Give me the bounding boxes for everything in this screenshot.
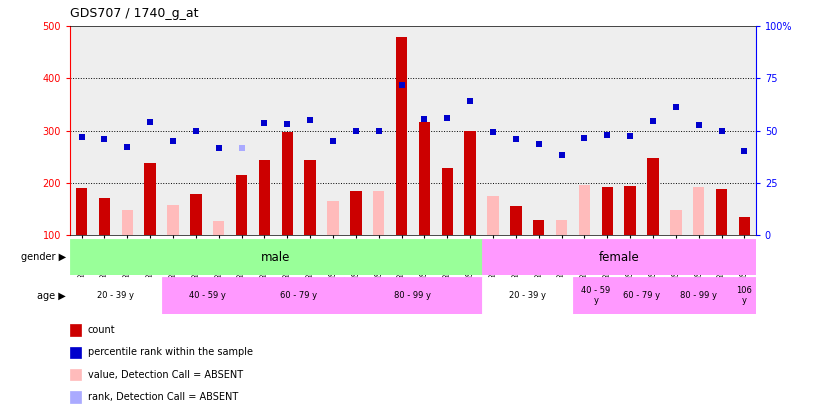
Bar — [190, 194, 202, 235]
Bar — [556, 220, 567, 235]
Text: 80 - 99 y: 80 - 99 y — [680, 291, 717, 300]
Text: count: count — [88, 325, 115, 335]
Bar — [282, 132, 293, 235]
Text: 80 - 99 y: 80 - 99 y — [395, 291, 431, 300]
Bar — [259, 160, 270, 235]
Text: GDS707 / 1740_g_at: GDS707 / 1740_g_at — [70, 7, 199, 20]
Bar — [624, 186, 636, 235]
Text: rank, Detection Call = ABSENT: rank, Detection Call = ABSENT — [88, 392, 238, 402]
Bar — [738, 217, 750, 235]
Bar — [305, 160, 316, 235]
Bar — [487, 196, 499, 235]
Text: 40 - 59 y: 40 - 59 y — [189, 291, 225, 300]
Bar — [579, 185, 590, 235]
Bar — [350, 191, 362, 235]
Bar — [733, 277, 756, 314]
Bar — [168, 205, 178, 235]
Bar — [510, 206, 521, 235]
Bar — [396, 37, 407, 235]
Bar — [213, 221, 225, 235]
Text: 60 - 79 y: 60 - 79 y — [623, 291, 660, 300]
Bar — [253, 277, 344, 314]
Bar — [619, 277, 664, 314]
Bar — [70, 239, 482, 275]
Bar — [482, 277, 573, 314]
Bar — [419, 122, 430, 235]
Bar — [121, 210, 133, 235]
Bar — [573, 277, 619, 314]
Bar — [716, 189, 727, 235]
Bar — [373, 191, 384, 235]
Bar — [70, 277, 162, 314]
Bar — [99, 198, 110, 235]
Bar — [442, 168, 453, 235]
Bar — [327, 201, 339, 235]
Bar — [482, 239, 756, 275]
Text: value, Detection Call = ABSENT: value, Detection Call = ABSENT — [88, 370, 243, 379]
Bar — [670, 210, 681, 235]
Bar — [664, 277, 733, 314]
Text: 40 - 59
y: 40 - 59 y — [582, 286, 610, 305]
Text: male: male — [261, 251, 291, 264]
Text: percentile rank within the sample: percentile rank within the sample — [88, 347, 253, 357]
Bar — [693, 187, 705, 235]
Bar — [76, 188, 88, 235]
Bar — [145, 163, 156, 235]
Bar — [236, 175, 247, 235]
Text: female: female — [598, 251, 639, 264]
Text: 60 - 79 y: 60 - 79 y — [280, 291, 317, 300]
Text: gender ▶: gender ▶ — [21, 252, 66, 262]
Text: 20 - 39 y: 20 - 39 y — [97, 291, 135, 300]
Text: 106
y: 106 y — [737, 286, 752, 305]
Text: 20 - 39 y: 20 - 39 y — [509, 291, 546, 300]
Bar — [344, 277, 482, 314]
Bar — [601, 187, 613, 235]
Bar — [162, 277, 253, 314]
Bar — [648, 158, 658, 235]
Bar — [464, 131, 476, 235]
Text: age ▶: age ▶ — [37, 291, 66, 301]
Bar — [533, 220, 544, 235]
